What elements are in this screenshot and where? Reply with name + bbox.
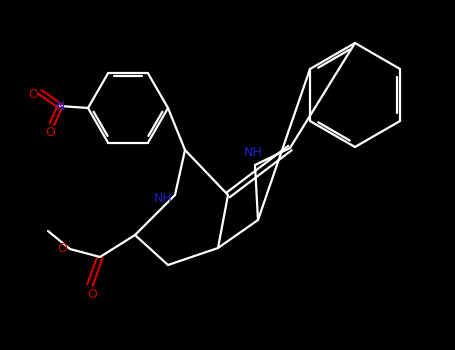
Text: O: O — [28, 88, 38, 100]
Text: N: N — [56, 99, 65, 112]
Text: O: O — [45, 126, 55, 140]
Text: O: O — [57, 241, 67, 254]
Text: O: O — [87, 288, 97, 301]
Text: NH: NH — [243, 147, 263, 160]
Text: NH: NH — [154, 191, 172, 204]
